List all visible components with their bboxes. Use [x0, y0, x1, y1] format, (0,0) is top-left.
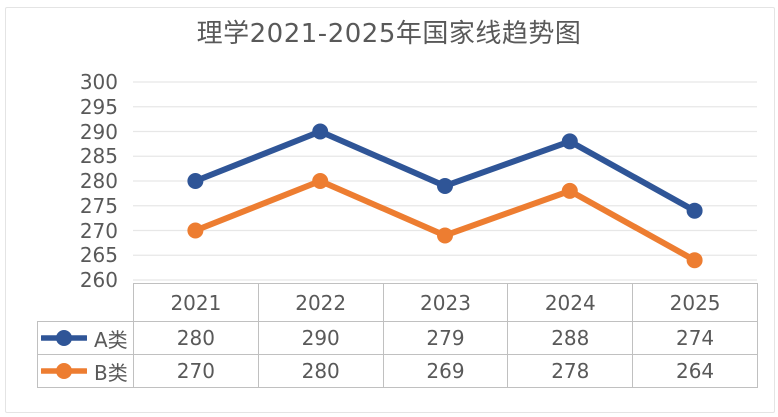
data-point-marker: [437, 177, 453, 194]
chart-title: 理学2021-2025年国家线趋势图: [196, 19, 582, 49]
y-axis-tick-label: 265: [79, 243, 118, 268]
value-cell: 290: [257, 321, 384, 355]
year-header-cell: 2023: [382, 283, 509, 322]
data-table: 2021 2022 2023 2024 2025 A类 280 290 279 288 274 B类…: [37, 283, 758, 388]
value-cell: 278: [507, 354, 634, 388]
value-cell: 274: [632, 321, 758, 355]
y-axis-tick-label: 290: [79, 119, 118, 144]
data-point-marker: [187, 222, 204, 239]
value-cell: 280: [257, 354, 384, 388]
year-header-cell: 2024: [507, 283, 634, 322]
legend-marker-dot: [56, 330, 72, 346]
legend-key: B类: [39, 357, 133, 386]
data-point-marker: [437, 227, 453, 244]
table-row-a: A类 280 290 279 288 274: [37, 321, 758, 355]
data-point-marker: [312, 123, 329, 140]
table-header-row: 2021 2022 2023 2024 2025: [38, 283, 758, 322]
year-header-cell: 2025: [632, 283, 758, 322]
year-header-cell: 2022: [257, 283, 384, 322]
legend-cell: A类: [37, 321, 134, 355]
y-axis-tick-label: 275: [79, 193, 118, 218]
table-row-b: B类 270 280 269 278 264: [37, 354, 758, 388]
y-axis-tick-label: 285: [79, 144, 118, 169]
data-point-marker: [187, 173, 204, 189]
legend-line-marker-icon: [41, 363, 87, 379]
value-cell: 279: [382, 321, 509, 355]
y-axis-tick-label: 300: [79, 70, 118, 94]
legend-marker-dot: [56, 363, 72, 379]
legend-cell: B类: [37, 354, 134, 388]
y-axis-tick-label: 280: [79, 169, 118, 193]
year-header-cell: 2021: [133, 283, 259, 322]
value-cell: 269: [382, 354, 509, 388]
data-point-marker: [561, 133, 578, 150]
y-axis-tick-label: 260: [79, 268, 118, 292]
y-axis-tick-label: 295: [79, 94, 118, 119]
data-point-marker: [561, 182, 578, 199]
data-point-marker: [686, 252, 703, 269]
y-axis-tick-label: 270: [79, 218, 118, 243]
legend-key: A类: [39, 324, 133, 353]
legend-line-marker-icon: [41, 330, 87, 346]
value-cell: 264: [632, 354, 758, 388]
series-label: A类: [94, 327, 128, 352]
value-cell: 270: [133, 354, 259, 388]
table-corner-cell: [38, 284, 134, 322]
data-point-marker: [312, 173, 329, 189]
value-cell: 288: [507, 321, 634, 355]
value-cell: 280: [133, 321, 259, 355]
series-label: B类: [94, 360, 128, 385]
data-point-marker: [686, 202, 703, 219]
